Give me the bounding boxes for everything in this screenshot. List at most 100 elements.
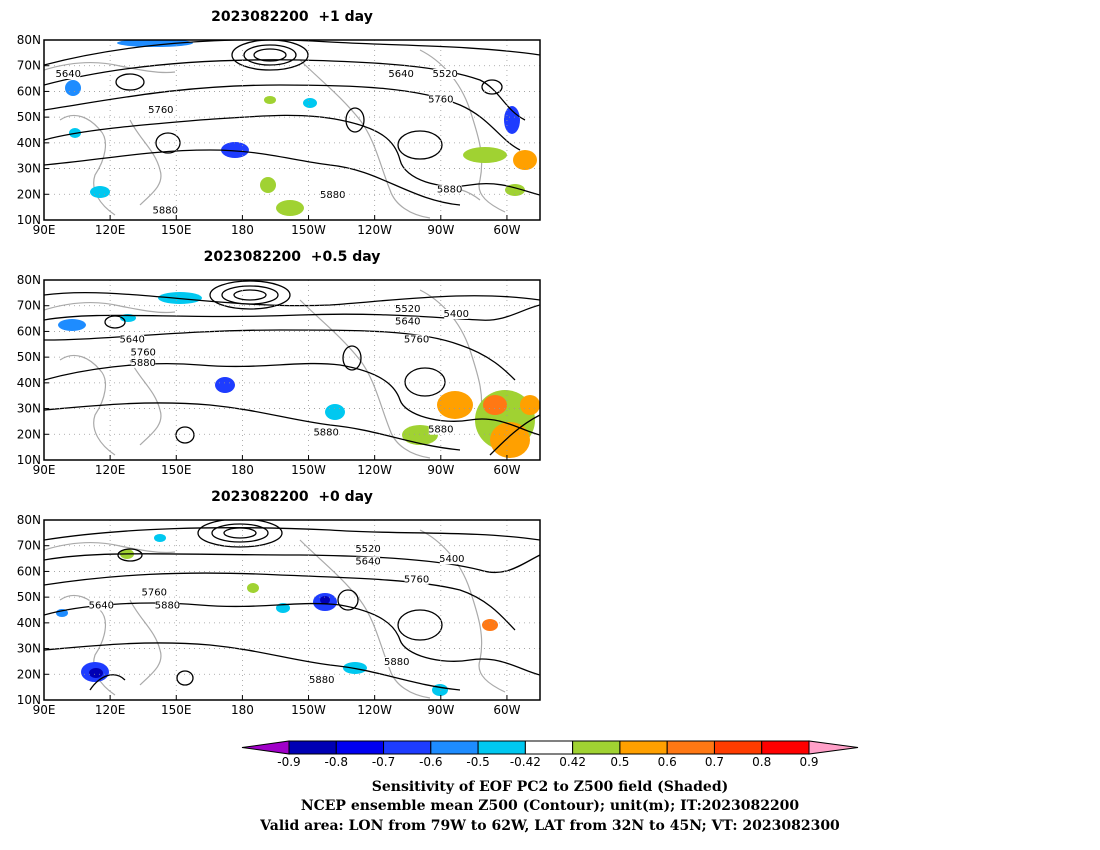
colorbar-swatch	[430, 740, 479, 755]
lat-tick-label: 30N	[17, 642, 41, 656]
colorbar-swatch	[335, 740, 385, 755]
contour-label: 5880	[153, 205, 178, 216]
contour-label-bg	[395, 316, 420, 327]
contour-label-bg	[395, 303, 420, 314]
contour-label-bg	[428, 424, 453, 435]
colorbar-swatch	[572, 740, 621, 755]
contour-label: 5640	[395, 317, 420, 328]
colorbar-label: -0.8	[325, 755, 348, 769]
lat-tick-label: 80N	[17, 513, 41, 527]
colorbar-label: 0.8	[752, 755, 771, 769]
map-frame	[43, 279, 541, 461]
gridlines	[43, 519, 540, 701]
lat-tick-label: 30N	[17, 162, 41, 176]
lat-tick-label: 30N	[17, 402, 41, 416]
contour-label: 5640	[89, 600, 114, 611]
axis-ticks: 90E 120E 150E 180 150W 120W 90W 60W 10N 20N 30N 40N…	[17, 33, 521, 237]
lon-tick-label: 60W	[493, 463, 520, 477]
contour-label-bg	[404, 574, 429, 585]
contour-label-bg	[320, 189, 345, 200]
contour-label: 5400	[444, 309, 469, 320]
lon-tick-label: 120E	[95, 463, 126, 477]
lat-tick-label: 50N	[17, 110, 41, 124]
lat-tick-label: 50N	[17, 350, 41, 364]
lon-tick-label: 120E	[95, 223, 126, 237]
contour-label: 5640	[388, 69, 413, 80]
contour-label: 5760	[404, 575, 429, 586]
contour-label-bg	[356, 543, 381, 554]
lat-tick-label: 10N	[17, 213, 41, 227]
lon-tick-label: 90E	[33, 703, 56, 717]
lat-tick-label: 70N	[17, 59, 41, 73]
contour-label: 5520	[432, 69, 457, 80]
contour-label: 5880	[130, 358, 155, 369]
lat-tick-label: 80N	[17, 33, 41, 47]
colorbar-swatch	[477, 740, 526, 755]
contour-label-bg	[56, 69, 81, 79]
contour-label-bg	[389, 69, 414, 79]
lat-tick-label: 20N	[17, 427, 41, 441]
contour-label-bg	[153, 205, 178, 216]
contour-label: 5760	[130, 348, 155, 359]
colorbar-label: 0.5	[610, 755, 629, 769]
lat-tick-label: 40N	[17, 616, 41, 630]
colorbar-label: -0.9	[277, 755, 300, 769]
contour-label-bg	[131, 357, 156, 368]
contour-label: 5520	[395, 304, 420, 315]
contour-label-bg	[314, 427, 339, 438]
map-frame	[43, 519, 541, 701]
colorbar-label: 0.9	[799, 755, 818, 769]
lat-tick-label: 20N	[17, 667, 41, 681]
colorbar-label: -0.7	[372, 755, 395, 769]
z500-contours	[44, 40, 540, 206]
lon-tick-label: 90E	[33, 223, 56, 237]
lon-tick-label: 180	[231, 223, 254, 237]
contour-label-bg	[148, 105, 173, 115]
sensitivity-shading	[58, 292, 540, 458]
colorbar-label: 0.42	[559, 755, 586, 769]
contour-label: 5640	[56, 69, 81, 80]
lon-tick-label: 150E	[161, 703, 192, 717]
lon-tick-label: 120W	[357, 703, 392, 717]
map-panel-half-day: 2023082200 +0.5 day	[17, 249, 541, 477]
contour-label: 5880	[155, 600, 180, 611]
panel-title: 2023082200 +0.5 day	[204, 249, 381, 265]
lon-tick-label: 150E	[161, 463, 192, 477]
contour-label: 5880	[309, 675, 334, 686]
colorbar-swatch	[288, 740, 337, 755]
map-panel-0day: 2023082200 +0 day	[17, 489, 541, 717]
z500-contours	[44, 520, 540, 691]
contour-label: 5880	[320, 190, 345, 201]
contour-label: 5880	[437, 185, 462, 196]
contour-label-bg	[384, 657, 409, 667]
panel-title: 2023082200 +0 day	[211, 489, 373, 505]
z500-contours	[44, 280, 540, 456]
contour-label-bg	[89, 600, 114, 611]
lat-tick-label: 40N	[17, 376, 41, 390]
contour-label-bg	[309, 675, 334, 685]
colorbar-label: -0.6	[419, 755, 442, 769]
contour-label-bg	[120, 334, 145, 345]
map-frame	[43, 39, 541, 221]
lon-tick-label: 150W	[291, 463, 326, 477]
lon-tick-label: 150W	[291, 703, 326, 717]
sensitivity-shading	[65, 40, 537, 216]
lon-tick-label: 150W	[291, 223, 326, 237]
lat-tick-label: 40N	[17, 136, 41, 150]
contour-label-bg	[404, 334, 429, 345]
contour-label: 5640	[119, 335, 144, 346]
contour-label-bg	[437, 184, 462, 195]
contour-label: 5760	[148, 105, 173, 116]
lon-tick-label: 90W	[427, 703, 454, 717]
lon-tick-label: 90W	[427, 223, 454, 237]
colorbar: -0.9 -0.8 -0.7 -0.6 -0.5 -0.42 0.42 0.5 0.6 0.7 0.…	[241, 740, 859, 769]
colorbar-swatch	[713, 740, 763, 755]
sensitivity-shading	[56, 534, 498, 696]
gridlines	[43, 279, 540, 461]
contour-label: 5760	[404, 335, 429, 346]
colorbar-swatch	[666, 740, 715, 755]
contour-label-bg	[155, 600, 180, 611]
